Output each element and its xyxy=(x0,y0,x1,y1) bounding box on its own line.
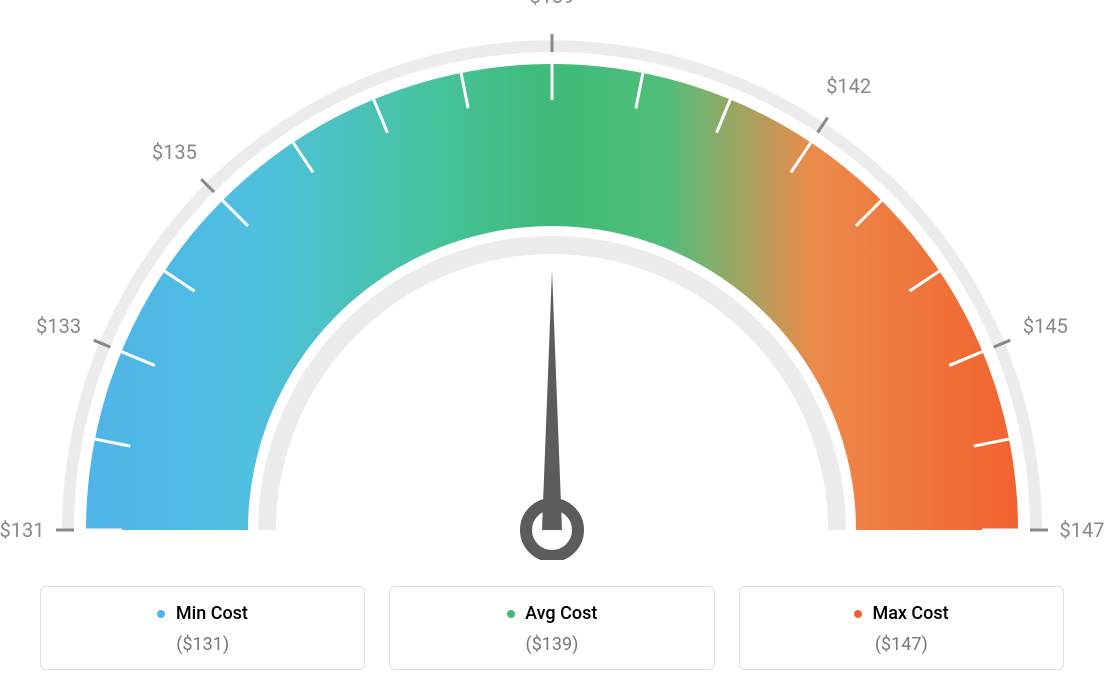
legend-value-max: ($147) xyxy=(750,634,1053,655)
cost-gauge-container: $131 $133 $135 $139 $142 $145 $147 Min Cost ($… xyxy=(0,0,1104,690)
gauge-tick-label: $139 xyxy=(530,0,575,8)
gauge-tick-label: $135 xyxy=(152,140,197,164)
legend-title-max: Max Cost xyxy=(750,603,1053,624)
legend-card-min: Min Cost ($131) xyxy=(40,586,365,670)
gauge-svg xyxy=(0,0,1104,560)
legend-card-max: Max Cost ($147) xyxy=(739,586,1064,670)
gauge-tick-label: $147 xyxy=(1060,518,1104,542)
gauge-tick-label: $142 xyxy=(826,74,871,98)
gauge-chart: $131 $133 $135 $139 $142 $145 $147 xyxy=(0,0,1104,560)
legend-dot-icon xyxy=(507,610,515,618)
legend-row: Min Cost ($131) Avg Cost ($139) Max Cost… xyxy=(40,586,1064,670)
legend-dot-icon xyxy=(157,610,165,618)
legend-label-avg: Avg Cost xyxy=(525,603,597,624)
gauge-tick-label: $131 xyxy=(0,518,44,542)
gauge-tick-label: $133 xyxy=(36,314,81,338)
legend-title-avg: Avg Cost xyxy=(400,603,703,624)
legend-card-avg: Avg Cost ($139) xyxy=(389,586,714,670)
legend-label-min: Min Cost xyxy=(176,603,248,624)
legend-value-avg: ($139) xyxy=(400,634,703,655)
legend-value-min: ($131) xyxy=(51,634,354,655)
legend-label-max: Max Cost xyxy=(872,603,948,624)
legend-title-min: Min Cost xyxy=(51,603,354,624)
legend-dot-icon xyxy=(854,610,862,618)
gauge-tick-label: $145 xyxy=(1023,314,1068,338)
